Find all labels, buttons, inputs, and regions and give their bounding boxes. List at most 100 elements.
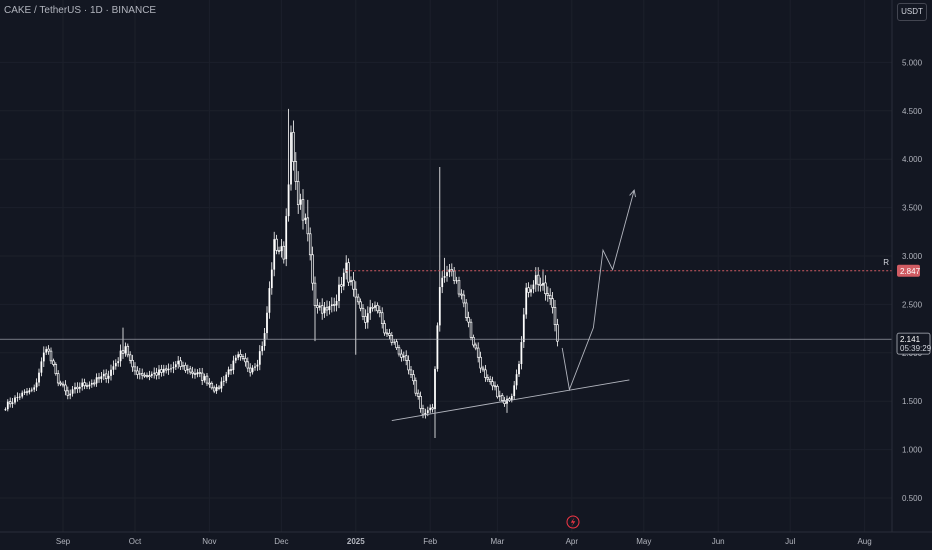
candle [76,386,79,390]
x-tick-label: Jul [785,537,795,546]
candle [33,387,36,390]
candle [164,368,168,371]
candle [354,288,358,298]
candle [239,353,242,357]
candle [503,400,506,404]
candle [402,355,405,358]
candle [364,316,367,323]
y-tick-label: 0.500 [902,494,923,503]
x-tick-label: Feb [423,537,437,546]
candle [170,368,172,370]
candle [424,412,427,415]
candle [277,250,281,252]
candle [114,363,117,367]
candle [496,385,499,398]
candle [229,369,233,371]
lightning-icon[interactable] [566,515,580,529]
candle [340,284,343,287]
candle [332,304,336,306]
candle [287,184,290,217]
candle [38,372,40,383]
candle [510,395,513,401]
candle [493,385,497,388]
candle [78,386,81,389]
candle [16,396,19,398]
candle [268,288,271,313]
currency-button[interactable]: USDT [897,3,927,21]
candle [220,381,223,389]
candle [486,377,490,380]
candle [14,397,16,403]
y-tick-label: 3.000 [902,252,923,261]
candle [452,270,456,281]
candle [261,346,264,352]
candle [345,262,348,273]
candle [244,358,247,363]
candle [263,333,266,347]
candle [350,280,352,283]
countdown-text: 05:39:29 [900,344,932,353]
candle [294,161,298,182]
candle [158,369,160,376]
candle [92,382,96,385]
x-tick-label: Aug [857,537,871,546]
candle [530,289,532,293]
y-tick-label: 3.500 [902,204,923,213]
candle [59,382,62,385]
candle [407,360,410,371]
y-tick-label: 1.000 [902,446,923,455]
x-tick-label: Apr [566,537,579,546]
candle [316,305,319,308]
candle [198,372,202,374]
candle [498,395,501,397]
candle [138,373,141,375]
support-trendline [391,379,630,422]
candle [205,375,209,384]
x-tick-label: 2025 [347,537,365,546]
candle [455,280,458,282]
y-tick-label: 4.500 [902,107,923,116]
candle [460,293,463,296]
candle [462,294,466,304]
candle [188,368,192,373]
candle [539,283,542,286]
candle [208,382,211,385]
candle [124,346,127,354]
candle [81,382,84,387]
candle [542,282,544,286]
projection-arrowhead [629,189,636,198]
candle [479,356,482,369]
candle [25,391,29,394]
candle [97,376,101,380]
candle [328,306,331,311]
candle [434,368,436,410]
candle [320,305,324,314]
projection-path [561,190,635,392]
candle [145,374,149,377]
candle [404,355,408,361]
candle [290,132,292,185]
candle [126,345,130,356]
candle [400,353,403,358]
candle [395,341,398,349]
candle [323,307,326,314]
candlestick-series [4,108,559,438]
candle [325,306,329,311]
candle [85,385,89,387]
candle [313,282,317,306]
candle [258,351,261,365]
candle [150,373,153,376]
candle [71,389,74,394]
candle [527,287,530,293]
candle [318,305,321,308]
candle [385,332,389,335]
candle [414,380,418,394]
y-tick-label: 1.500 [902,397,923,406]
resistance-price-text: 2.847 [900,267,921,276]
candle [266,312,268,334]
candle [155,372,158,376]
candle [330,304,333,307]
candle [352,279,355,290]
candle [436,325,439,369]
